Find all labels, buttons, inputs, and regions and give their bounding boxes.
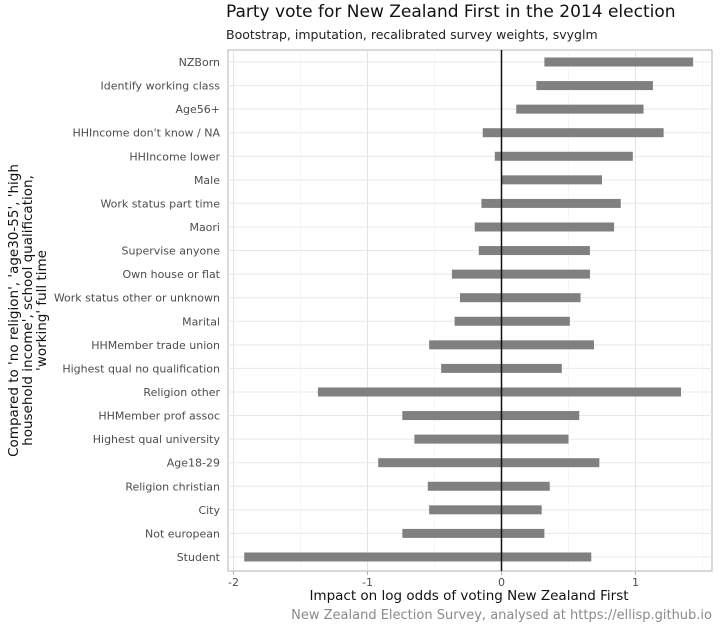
y-tick-label: Male (194, 174, 220, 187)
interval-bar (451, 269, 590, 279)
y-tick-label: Religion other (143, 386, 220, 399)
y-tick-label: HHIncome lower (129, 150, 220, 163)
interval-bar (429, 505, 542, 515)
y-tick-label: HHMember prof assoc (98, 410, 220, 423)
interval-bar (536, 81, 653, 91)
y-tick-label: Highest qual university (93, 433, 221, 446)
interval-bar (454, 316, 570, 326)
y-tick-labels: NZBorn Identify working class Age56+ HHInco… (54, 56, 221, 564)
interval-bar (414, 434, 569, 444)
y-tick-label: Work status part time (100, 197, 220, 210)
y-tick-label: HHMember trade union (91, 339, 220, 352)
y-axis-title-line: 'working' full time (34, 250, 50, 371)
interval-bar (516, 104, 644, 114)
x-tick-label: 1 (632, 576, 639, 589)
y-axis-title-line: Compared to 'no religion', 'age30-55', '… (6, 164, 22, 457)
interval-bar (427, 481, 550, 491)
x-tick-labels: -2 -1 0 1 (228, 571, 639, 589)
interval-bar (474, 222, 615, 232)
y-tick-label: Own house or flat (122, 268, 220, 281)
x-tick-label: -1 (362, 576, 373, 589)
y-tick-label: Work status other or unknown (54, 292, 220, 305)
interval-bar (244, 552, 592, 562)
interval-bar (482, 128, 664, 138)
y-tick-label: City (198, 504, 220, 517)
chart-subtitle: Bootstrap, imputation, recalibrated surv… (226, 27, 598, 42)
interval-bars (244, 57, 694, 562)
interval-bar (317, 387, 682, 397)
interval-bar (501, 175, 602, 185)
y-tick-label: Religion christian (125, 480, 220, 493)
y-tick-label: Identify working class (101, 80, 221, 93)
x-tick-label: -2 (228, 576, 239, 589)
y-tick-label: HHIncome don't know / NA (72, 127, 220, 140)
y-tick-label: NZBorn (179, 56, 220, 69)
y-tick-label: Marital (182, 315, 220, 328)
x-axis-title: Impact on log odds of voting New Zealand… (309, 588, 628, 604)
interval-bar (544, 57, 694, 67)
y-tick-label: Maori (189, 221, 220, 234)
interval-bar (494, 151, 633, 161)
y-tick-label: Supervise anyone (122, 245, 221, 258)
interval-bar (481, 198, 621, 208)
interval-bar (402, 411, 580, 421)
y-tick-label: Age56+ (176, 103, 221, 116)
y-tick-label: Age18-29 (167, 457, 220, 470)
x-tick-label: 0 (498, 576, 505, 589)
chart-title: Party vote for New Zealand First in the … (226, 2, 676, 22)
interval-bar (429, 340, 594, 350)
chart-caption: New Zealand Election Survey, analysed at… (291, 608, 712, 623)
interval-bar (478, 246, 590, 256)
y-tick-label: Not european (145, 527, 220, 540)
interval-bar (378, 458, 600, 468)
y-tick-label: Highest qual no qualification (62, 362, 220, 375)
interval-bar (402, 528, 545, 538)
y-tick-label: Student (177, 551, 221, 564)
interval-bar (459, 293, 581, 303)
y-axis-title-line: household income', school qualification, (20, 175, 36, 446)
y-axis-title: Compared to 'no religion', 'age30-55', '… (6, 164, 50, 457)
